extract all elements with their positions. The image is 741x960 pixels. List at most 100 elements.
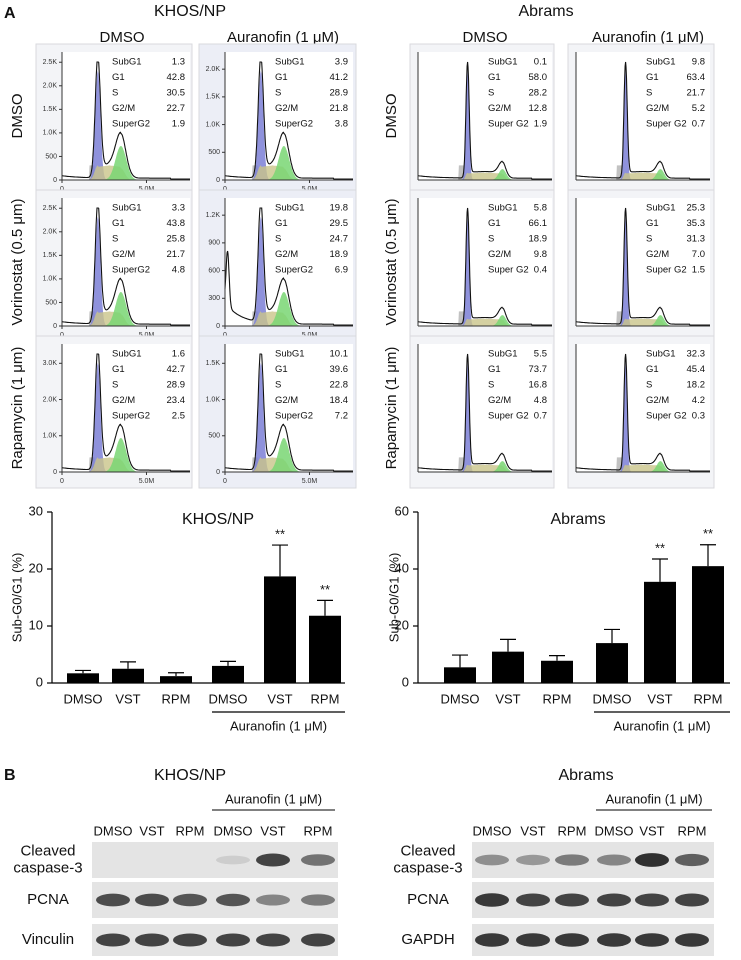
stat-value: 22.8 (330, 380, 349, 391)
panel-label: B (4, 767, 16, 784)
stat-label: SubG1 (488, 203, 518, 214)
g1-peak (225, 216, 353, 326)
stat-label: S (646, 380, 652, 391)
y-tick-label: 60 (395, 503, 409, 518)
band (635, 853, 669, 867)
x-tick-label: 0 (60, 332, 64, 339)
x-tick-label: DMSO (209, 691, 248, 706)
band (135, 893, 169, 907)
blot-row-label: PCNA (27, 891, 69, 908)
y-axis-label: Sub-G0/G1 (%) (386, 553, 401, 643)
y-tick-label: 300 (208, 295, 220, 302)
y-tick-label: 10 (29, 617, 43, 632)
stat-value: 5.2 (692, 103, 705, 114)
stat-label: SuperG2 (275, 411, 313, 422)
stat-value: 12.8 (529, 103, 548, 114)
blot-title: KHOS/NP (154, 767, 226, 784)
stat-value: 25.3 (687, 203, 706, 214)
stat-label: SubG1 (488, 57, 518, 68)
y-tick-label: 900 (208, 240, 220, 247)
stat-label: G1 (488, 364, 501, 375)
band (475, 854, 509, 866)
band (216, 855, 250, 865)
error-bar (75, 669, 91, 674)
band (475, 893, 509, 907)
band (555, 933, 589, 947)
band (216, 933, 250, 947)
stat-value: 58.0 (529, 72, 548, 83)
y-tick-label: 0 (36, 674, 43, 689)
x-tick-label: RPM (694, 691, 723, 706)
s-phase (576, 172, 710, 180)
blot-row-label: caspase-3 (13, 859, 82, 876)
y-tick-label: 500 (208, 149, 220, 156)
significance: ** (703, 526, 713, 541)
stat-label: SuperG2 (275, 265, 313, 276)
histogram-outline (224, 207, 353, 326)
band (675, 893, 709, 907)
stat-value: 24.7 (330, 234, 349, 245)
stat-label: S (488, 88, 494, 99)
stat-value: 22.7 (167, 103, 186, 114)
x-tick-label: 0 (60, 186, 64, 193)
stat-label: S (275, 88, 281, 99)
y-tick-label: 2.5K (43, 205, 58, 212)
plot-area (418, 52, 552, 180)
y-tick-label: 500 (208, 433, 220, 440)
error-bar (120, 661, 136, 669)
stat-label: G1 (275, 364, 288, 375)
stat-value: 30.5 (167, 88, 186, 99)
stat-label: SuperG2 (275, 119, 313, 130)
band (135, 933, 169, 947)
x-tick-label: VST (115, 691, 140, 706)
y-tick-label: 0 (53, 469, 57, 476)
bar (492, 651, 524, 683)
stat-value: 19.8 (330, 203, 349, 214)
stat-value: 1.9 (172, 119, 185, 130)
stat-label: Super G2 (488, 411, 529, 422)
y-tick-label: 0 (402, 674, 409, 689)
s-phase (576, 318, 710, 326)
histogram-outline (417, 61, 552, 180)
x-tick-label: DMSO (441, 691, 480, 706)
band (173, 933, 207, 947)
stat-value: 18.9 (330, 249, 349, 260)
y-tick-label: 1.5K (43, 106, 58, 113)
stat-label: SubG1 (646, 203, 676, 214)
y-tick-label: 0 (216, 177, 220, 184)
y-tick-label: 2.0K (43, 83, 58, 90)
stat-label: G1 (112, 218, 125, 229)
g1-peak (225, 70, 353, 180)
stat-value: 28.9 (330, 88, 349, 99)
stat-value: 10.1 (330, 349, 349, 360)
stat-label: SubG1 (112, 57, 142, 68)
blot-row-label: Cleaved (400, 842, 455, 859)
stat-value: 42.8 (167, 72, 186, 83)
y-tick-label: 500 (45, 299, 57, 306)
g2-peak (225, 292, 353, 326)
x-tick-label: 5.0M (139, 332, 155, 339)
x-tick-label: DMSO (593, 691, 632, 706)
stat-label: SubG1 (275, 57, 305, 68)
blot-strip (472, 924, 714, 956)
g2-peak (62, 146, 190, 180)
x-tick-label: RPM (311, 691, 340, 706)
y-tick-label: 2.0K (43, 396, 58, 403)
stat-label: G2/M (275, 103, 298, 114)
y-tick-label: 1.5K (43, 252, 58, 259)
lane-label: VST (260, 823, 285, 838)
stat-label: G1 (112, 364, 125, 375)
lane-label: RPM (558, 823, 587, 838)
histogram-outline (417, 207, 552, 326)
y-tick-label: 0 (216, 323, 220, 330)
lane-label: DMSO (595, 823, 634, 838)
stat-label: SuperG2 (112, 265, 150, 276)
bar (444, 667, 476, 683)
plot-area (418, 198, 552, 326)
stat-label: S (488, 380, 494, 391)
s-phase (62, 165, 190, 180)
blot-row-label: Cleaved (20, 842, 75, 859)
stat-value: 32.3 (687, 349, 706, 360)
band (597, 854, 631, 866)
bar (212, 665, 244, 683)
